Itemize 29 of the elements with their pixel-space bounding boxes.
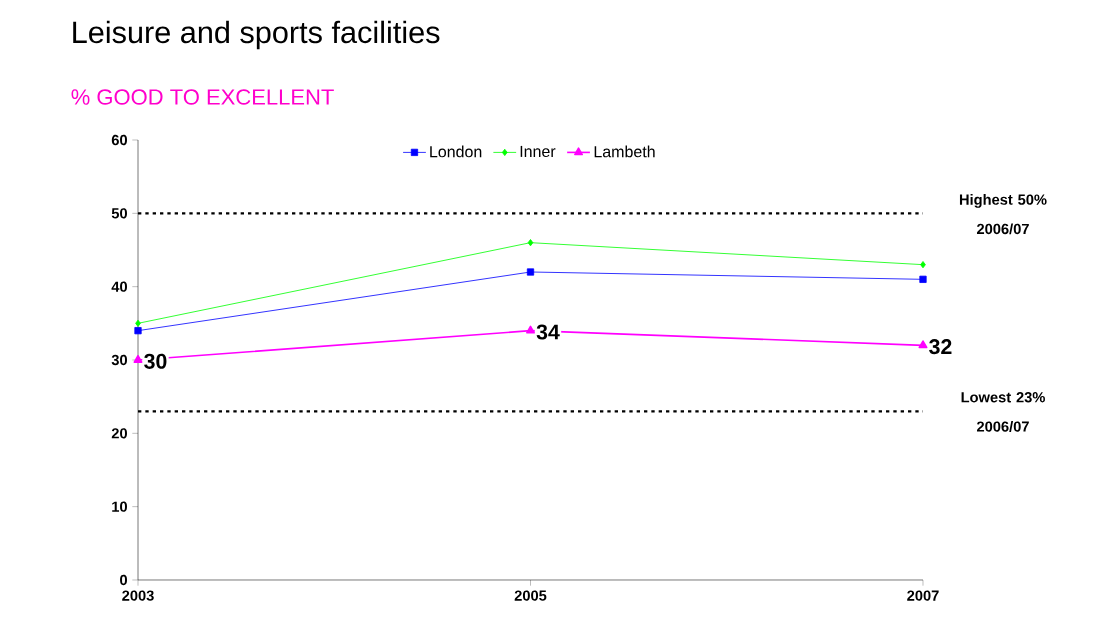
y-tick-label: 40	[111, 281, 127, 292]
point	[527, 239, 534, 247]
x-tick-label: 2007	[907, 590, 939, 601]
point	[526, 268, 535, 276]
point	[918, 340, 928, 349]
data-label: 32	[929, 339, 952, 355]
y-tick-label: 60	[111, 134, 127, 146]
data-label: 34	[536, 324, 560, 340]
x-tick-label: 2003	[122, 590, 154, 601]
y-tick-label: 10	[112, 501, 127, 512]
x-tick-label: 2005	[514, 590, 547, 601]
y-tick-label: 50	[111, 208, 127, 219]
y-tick-label: 20	[111, 428, 127, 439]
chart-subtitle: % GOOD TO EXCELLENT	[71, 89, 334, 105]
chart-title: Leisure and sports facilities	[73, 20, 440, 50]
point	[135, 319, 141, 327]
legend-label: Inner	[520, 145, 556, 158]
point	[919, 275, 927, 283]
legend-label: London	[430, 145, 482, 158]
ref-line-label: Highest 50% 2006/07	[959, 194, 1047, 235]
y-tick-label: 0	[120, 574, 127, 586]
y-tick-label: 30	[111, 354, 127, 366]
point	[920, 261, 926, 269]
point	[133, 354, 143, 363]
text: Lowest 23% 2006/07	[961, 392, 1045, 432]
point	[526, 325, 535, 334]
legend-label: Lambeth	[594, 145, 655, 158]
point	[134, 327, 142, 335]
data-label: 30	[144, 353, 167, 369]
